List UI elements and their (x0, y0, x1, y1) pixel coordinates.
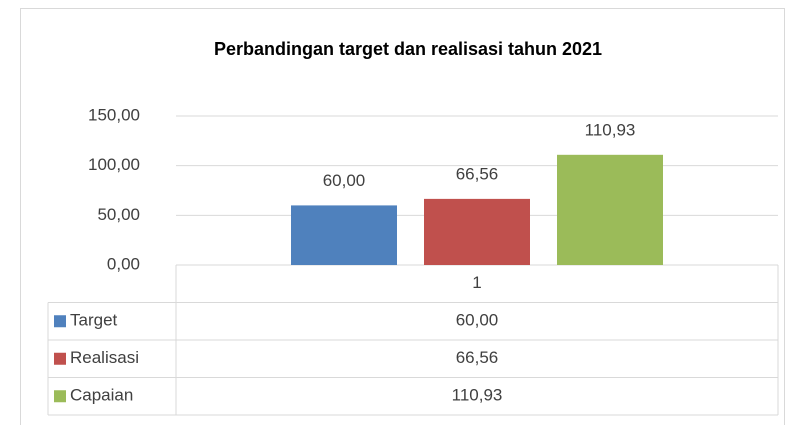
legend-label: Realisasi (70, 348, 139, 367)
legend-swatch (54, 352, 66, 365)
y-tick-label: 50,00 (97, 205, 140, 224)
data-label: 66,56 (456, 164, 499, 183)
bar (557, 154, 663, 265)
data-label: 60,00 (323, 171, 366, 190)
bar (424, 198, 530, 265)
table-category: 1 (472, 273, 481, 292)
table-value: 66,56 (456, 348, 499, 367)
data-label: 110,93 (585, 120, 636, 139)
legend-swatch (54, 390, 66, 403)
chart-title: Perbandingan target dan realisasi tahun … (214, 39, 602, 59)
y-tick-label: 150,00 (88, 105, 140, 124)
table-value: 60,00 (456, 311, 499, 330)
legend-swatch (54, 315, 66, 328)
table-value: 110,93 (452, 386, 503, 405)
bar (291, 205, 397, 265)
legend-label: Target (70, 311, 118, 330)
y-tick-label: 100,00 (88, 155, 140, 174)
y-tick-label: 0,00 (107, 254, 140, 273)
legend-label: Capaian (70, 386, 133, 405)
